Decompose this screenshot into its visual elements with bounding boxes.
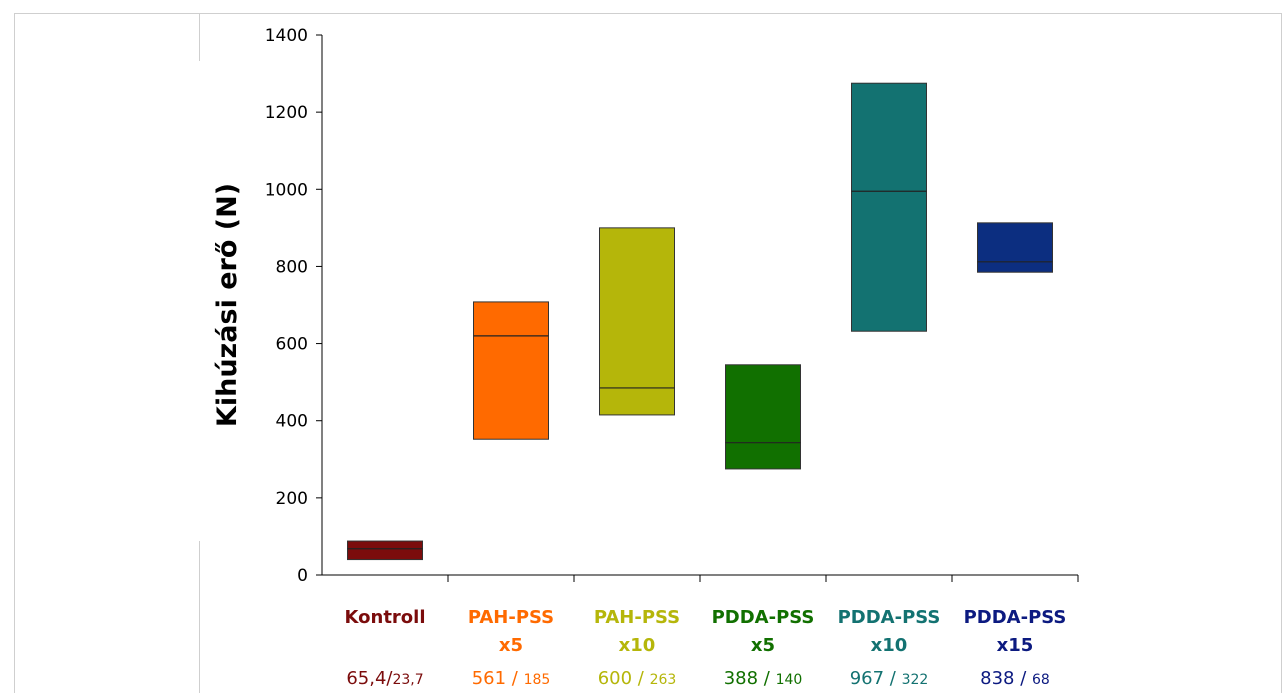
category-multiplier: x5 xyxy=(750,635,776,656)
sd-value: 23,7 xyxy=(392,672,424,688)
sd-value: 263 xyxy=(649,672,677,688)
sd-value: 140 xyxy=(775,672,803,688)
mean-value: 561 xyxy=(471,668,507,689)
y-tick-label: 800 xyxy=(276,257,308,277)
separator: / xyxy=(1014,668,1033,689)
category-labels: Kontroll 65,4/23,7 PAH-PSS x5 561 / 185 PAH-P… xyxy=(0,600,1283,693)
category-name: PAH-PSS xyxy=(467,607,555,628)
frame-top-border xyxy=(14,13,1282,14)
separator: / xyxy=(632,668,650,689)
y-tick-label: 600 xyxy=(276,335,308,355)
box-2 xyxy=(599,227,675,416)
category-name: PDDA-PSS xyxy=(963,607,1067,628)
box-0 xyxy=(347,540,423,561)
category-multiplier: x15 xyxy=(996,635,1034,656)
category-multiplier: x5 xyxy=(498,635,524,656)
category-label: PAH-PSS x5 xyxy=(441,604,581,660)
separator: / xyxy=(506,668,524,689)
y-tick-label: 1000 xyxy=(265,180,308,200)
box-3 xyxy=(725,364,801,470)
frame-right-border xyxy=(1281,13,1282,693)
mean-value: 600 xyxy=(597,668,633,689)
y-tick-label: 1200 xyxy=(265,103,308,123)
box-5 xyxy=(977,222,1053,273)
box-4 xyxy=(851,82,927,332)
category-name: PDDA-PSS xyxy=(837,607,941,628)
y-axis-label: Kihúzási erő (N) xyxy=(212,183,243,427)
category-name: PAH-PSS xyxy=(593,607,681,628)
category-label: Kontroll xyxy=(315,604,455,632)
y-tick-label: 1400 xyxy=(265,26,308,46)
category-name: Kontroll xyxy=(344,607,426,628)
category-label: PDDA-PSS x15 xyxy=(945,604,1085,660)
frame-divider-top xyxy=(199,13,200,61)
frame-left-border xyxy=(14,13,15,693)
y-tick-label: 200 xyxy=(276,489,308,509)
separator: / xyxy=(758,668,776,689)
mean-value: 388 xyxy=(723,668,759,689)
category-stats: 838 / 68 xyxy=(935,668,1095,689)
separator: / xyxy=(884,668,902,689)
frame-divider-bottom xyxy=(199,541,200,693)
y-tick-label: 400 xyxy=(276,412,308,432)
category-name: PDDA-PSS xyxy=(711,607,815,628)
sd-value: 68 xyxy=(1032,672,1050,688)
sd-value: 185 xyxy=(523,672,551,688)
category-label: PDDA-PSS x10 xyxy=(819,604,959,660)
category-multiplier: x10 xyxy=(870,635,908,656)
box-1 xyxy=(473,301,549,440)
mean-value: 838 xyxy=(980,668,1015,689)
category-stats: 600 / 263 xyxy=(557,668,717,689)
category-label: PDDA-PSS x5 xyxy=(693,604,833,660)
category-stats: 967 / 322 xyxy=(809,668,969,689)
category-multiplier: x10 xyxy=(618,635,656,656)
category-stats: 561 / 185 xyxy=(431,668,591,689)
category-label: PAH-PSS x10 xyxy=(567,604,707,660)
category-stats: 388 / 140 xyxy=(683,668,843,689)
mean-value: 65,4 xyxy=(346,668,387,689)
y-tick-label: 0 xyxy=(297,566,308,586)
mean-value: 967 xyxy=(849,668,885,689)
sd-value: 322 xyxy=(901,672,929,688)
category-stats: 65,4/23,7 xyxy=(305,668,465,689)
separator: / xyxy=(386,668,393,689)
box-chart: Kihúzási erő (N) 0 200 400 600 800 1000 1200 14… xyxy=(212,26,1079,586)
